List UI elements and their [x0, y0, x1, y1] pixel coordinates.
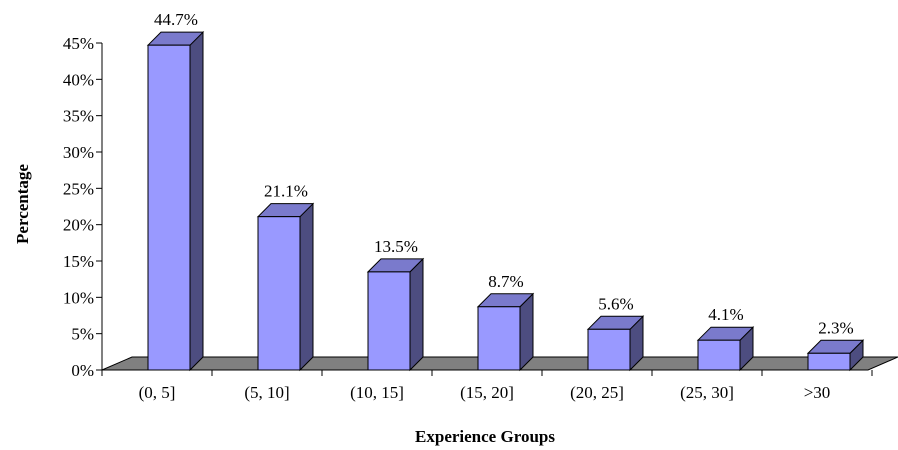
y-tick-label: 25% — [63, 179, 94, 198]
y-tick-label: 20% — [63, 216, 94, 235]
x-tick-label: (15, 20] — [460, 383, 514, 402]
bar-side — [189, 30, 204, 372]
y-tick-label: 30% — [63, 143, 94, 162]
bar-value-label: 13.5% — [374, 237, 418, 256]
x-tick-label: (10, 15] — [350, 383, 404, 402]
bar-value-label: 21.1% — [264, 182, 308, 201]
y-tick-label: 40% — [63, 70, 94, 89]
bar-value-label: 4.1% — [708, 305, 743, 324]
bar-front — [367, 271, 411, 371]
bar-value-label: 8.7% — [488, 272, 523, 291]
bar-value-label: 2.3% — [818, 318, 853, 337]
bar — [806, 339, 865, 372]
y-tick-label: 0% — [71, 361, 94, 380]
x-tick-label: (20, 25] — [570, 383, 624, 402]
bar-front — [807, 352, 851, 371]
bar-side — [299, 202, 314, 372]
bar-front — [477, 306, 521, 371]
x-tick-label: (5, 10] — [244, 383, 289, 402]
y-axis-title: Percentage — [13, 164, 32, 244]
bar — [256, 202, 315, 372]
y-tick-label: 45% — [63, 34, 94, 53]
y-tick-label: 10% — [63, 288, 94, 307]
bar-front — [147, 44, 191, 371]
y-tick-label: 5% — [71, 325, 94, 344]
y-tick-label: 15% — [63, 252, 94, 271]
bar-front — [697, 339, 741, 371]
bar-front — [587, 328, 631, 371]
x-axis-title: Experience Groups — [415, 427, 555, 446]
bar — [146, 30, 205, 372]
x-tick-label: (0, 5] — [139, 383, 176, 402]
bar — [696, 325, 755, 372]
y-tick-label: 35% — [63, 107, 94, 126]
bar-value-label: 5.6% — [598, 294, 633, 313]
x-tick-label: >30 — [804, 383, 831, 402]
bar — [366, 257, 425, 372]
bar — [476, 292, 535, 372]
bar — [586, 315, 645, 372]
bar-value-label: 44.7% — [154, 10, 198, 29]
bar-front — [257, 216, 301, 371]
bar-side — [409, 257, 424, 372]
x-tick-label: (25, 30] — [680, 383, 734, 402]
